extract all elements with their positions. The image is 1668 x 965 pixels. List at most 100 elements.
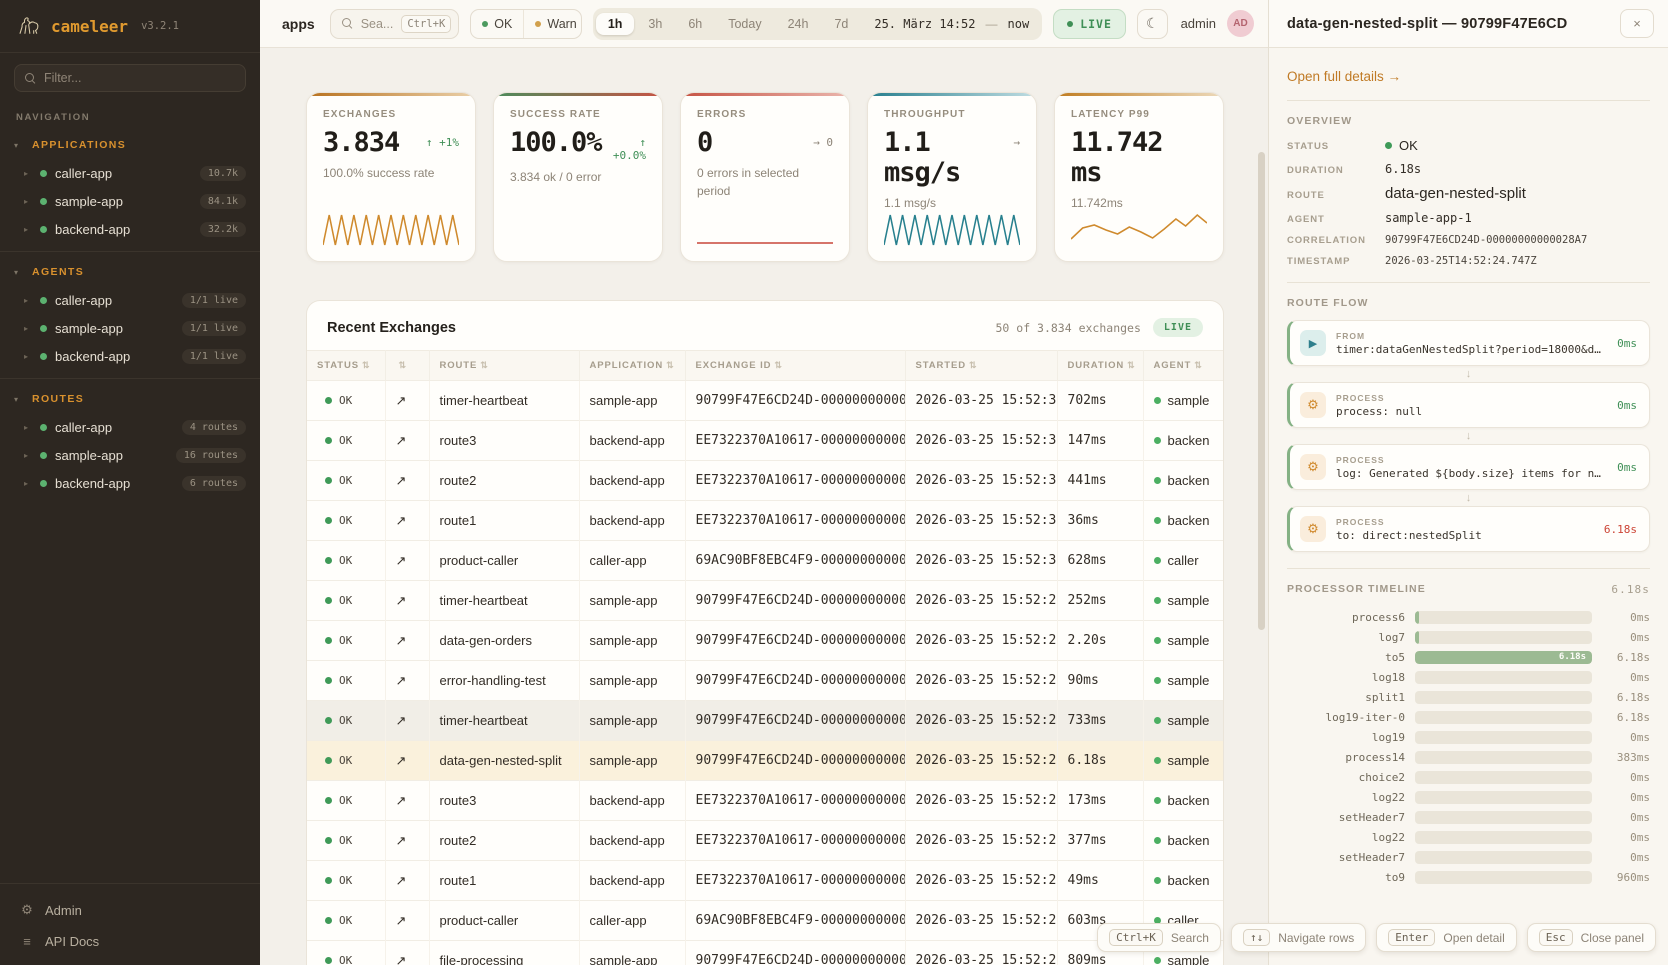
status-filter-warn[interactable]: Warn xyxy=(524,10,580,38)
open-exchange-link[interactable]: ↗ xyxy=(385,580,430,621)
sidebar-item-backend-app[interactable]: ▸ backend-app 1/1 live xyxy=(0,342,260,370)
table-row[interactable]: OK ↗ product-caller caller-app 69AC90BF8EBC4… xyxy=(307,900,1223,941)
timeline-duration: 0ms xyxy=(1630,810,1650,824)
time-range-24h[interactable]: 24h xyxy=(787,16,809,31)
sidebar-item-caller-app[interactable]: ▸ caller-app 1/1 live xyxy=(0,286,260,314)
timeline-row[interactable]: to5 6.18s 6.18s xyxy=(1287,647,1650,667)
stat-card-label: SUCCESS RATE xyxy=(510,109,601,120)
open-exchange-link[interactable]: ↗ xyxy=(385,900,430,941)
global-search[interactable]: Sea... Ctrl+K xyxy=(329,8,460,39)
route-flow-step[interactable]: ⚙ PROCESS to: direct:nestedSplit 6.18s xyxy=(1287,506,1650,552)
column-header-agent[interactable]: AGENT ⇅ xyxy=(1143,350,1223,381)
main-scrollbar-thumb[interactable] xyxy=(1258,152,1265,630)
table-row[interactable]: OK ↗ error-handling-test sample-app 90799F47… xyxy=(307,660,1223,701)
open-exchange-link[interactable]: ↗ xyxy=(385,420,430,461)
route-flow-step[interactable]: ⚙ PROCESS log: Generated ${body.size} item… xyxy=(1287,444,1650,490)
cell-exchange-id: 90799F47E6CD24D-00000000000028B2 xyxy=(685,620,906,661)
column-header-duration[interactable]: DURATION ⇅ xyxy=(1057,350,1144,381)
table-row[interactable]: OK ↗ route1 backend-app EE7322370A10617-0000… xyxy=(307,860,1223,901)
time-range-today[interactable]: Today xyxy=(728,16,762,31)
open-exchange-link[interactable]: ↗ xyxy=(385,500,430,541)
table-row[interactable]: OK ↗ route2 backend-app EE7322370A10617-0000… xyxy=(307,820,1223,861)
open-exchange-link[interactable]: ↗ xyxy=(385,740,430,781)
timeline-row[interactable]: log19 0ms xyxy=(1287,727,1650,747)
table-row[interactable]: OK ↗ timer-heartbeat sample-app 90799F47E6CD… xyxy=(307,380,1223,421)
timeline-row[interactable]: setHeader7 0ms xyxy=(1287,807,1650,827)
timeline-row[interactable]: process6 0ms xyxy=(1287,607,1650,627)
open-exchange-link[interactable]: ↗ xyxy=(385,460,430,501)
table-row[interactable]: OK ↗ route1 backend-app EE7322370A10617-0000… xyxy=(307,500,1223,541)
timeline-row[interactable]: to9 960ms xyxy=(1287,867,1650,887)
open-exchange-link[interactable]: ↗ xyxy=(385,540,430,581)
cell-duration: 2.20s xyxy=(1057,620,1144,661)
open-full-details-link[interactable]: Open full details → xyxy=(1287,69,1402,84)
ok-status-dot xyxy=(325,877,332,884)
open-exchange-link[interactable]: ↗ xyxy=(385,620,430,661)
table-row[interactable]: OK ↗ file-processing sample-app 90799F47E6CD… xyxy=(307,940,1223,965)
time-range-6h[interactable]: 6h xyxy=(688,16,703,31)
table-row[interactable]: OK ↗ timer-heartbeat sample-app 90799F47E6CD… xyxy=(307,580,1223,621)
table-row[interactable]: OK ↗ timer-heartbeat sample-app 90799F47E6CD… xyxy=(307,700,1223,741)
column-header-exchange-id[interactable]: EXCHANGE ID ⇅ xyxy=(685,350,906,381)
table-row[interactable]: OK ↗ route3 backend-app EE7322370A10617-0000… xyxy=(307,420,1223,461)
sidebar-filter-box[interactable] xyxy=(14,64,246,92)
open-exchange-link[interactable]: ↗ xyxy=(385,700,430,741)
column-header-link[interactable]: ⇅ xyxy=(385,350,430,381)
status-filter-ok[interactable]: OK xyxy=(471,9,525,38)
ok-status-dot xyxy=(325,957,332,965)
chevron-right-icon: ▸ xyxy=(24,478,29,488)
sidebar-item-backend-app[interactable]: ▸ backend-app 6 routes xyxy=(0,469,260,497)
column-header-route[interactable]: ROUTE ⇅ xyxy=(429,350,580,381)
timeline-row[interactable]: log22 0ms xyxy=(1287,827,1650,847)
time-range-1h[interactable]: 1h xyxy=(595,12,635,35)
avatar[interactable]: AD xyxy=(1227,10,1254,37)
table-row[interactable]: OK ↗ product-caller caller-app 69AC90BF8EBC4… xyxy=(307,540,1223,581)
open-exchange-link[interactable]: ↗ xyxy=(385,860,430,901)
table-row[interactable]: OK ↗ data-gen-nested-split sample-app 90799F… xyxy=(307,740,1223,781)
sidebar-section-header-agents[interactable]: ▾ AGENTS xyxy=(0,262,260,286)
sidebar-filter-input[interactable] xyxy=(44,71,235,85)
stat-trend-wrap: ↑ +1% xyxy=(426,128,459,149)
open-exchange-link[interactable]: ↗ xyxy=(385,780,430,821)
sidebar-section-header-applications[interactable]: ▾ APPLICATIONS xyxy=(0,135,260,159)
column-header-status[interactable]: STATUS ⇅ xyxy=(307,350,386,381)
theme-toggle-button[interactable]: ☾ xyxy=(1136,8,1168,39)
route-flow-step[interactable]: ⚙ PROCESS process: null 0ms xyxy=(1287,382,1650,428)
time-range-3h[interactable]: 3h xyxy=(648,16,663,31)
timeline-row[interactable]: log7 0ms xyxy=(1287,627,1650,647)
timeline-row[interactable]: log22 0ms xyxy=(1287,787,1650,807)
sidebar-item-sample-app[interactable]: ▸ sample-app 1/1 live xyxy=(0,314,260,342)
sidebar-item-backend-app[interactable]: ▸ backend-app 32.2k xyxy=(0,215,260,243)
live-toggle-button[interactable]: LIVE xyxy=(1053,8,1126,39)
column-header-application[interactable]: APPLICATION ⇅ xyxy=(579,350,686,381)
timeline-row[interactable]: log19-iter-0 6.18s xyxy=(1287,707,1650,727)
sidebar-item-sample-app[interactable]: ▸ sample-app 84.1k xyxy=(0,187,260,215)
sidebar-item-caller-app[interactable]: ▸ caller-app 10.7k xyxy=(0,159,260,187)
open-exchange-link[interactable]: ↗ xyxy=(385,380,430,421)
sidebar-footer-admin[interactable]: ⚙ Admin xyxy=(0,894,260,926)
close-panel-button[interactable]: × xyxy=(1620,9,1654,38)
table-row[interactable]: OK ↗ data-gen-orders sample-app 90799F47E6CD… xyxy=(307,620,1223,661)
sidebar-section-header-routes[interactable]: ▾ ROUTES xyxy=(0,389,260,413)
timeline-row[interactable]: split1 6.18s xyxy=(1287,687,1650,707)
column-header-started[interactable]: STARTED ⇅ xyxy=(905,350,1058,381)
open-exchange-link[interactable]: ↗ xyxy=(385,940,430,965)
timeline-row[interactable]: process14 383ms xyxy=(1287,747,1650,767)
date-range-from[interactable]: 25. März 14:52 xyxy=(874,16,976,31)
open-exchange-link[interactable]: ↗ xyxy=(385,820,430,861)
table-row[interactable]: OK ↗ route2 backend-app EE7322370A10617-0000… xyxy=(307,460,1223,501)
sidebar-footer-api-docs[interactable]: ≡ API Docs xyxy=(0,926,260,957)
agent-value: backen xyxy=(1153,433,1214,448)
sidebar-item-caller-app[interactable]: ▸ caller-app 4 routes xyxy=(0,413,260,441)
cell-duration: 628ms xyxy=(1057,540,1144,581)
sidebar-item-sample-app[interactable]: ▸ sample-app 16 routes xyxy=(0,441,260,469)
open-exchange-link[interactable]: ↗ xyxy=(385,660,430,701)
route-flow-step[interactable]: ▶ FROM timer:dataGenNestedSplit?period=180… xyxy=(1287,320,1650,366)
date-range-to[interactable]: now xyxy=(1007,16,1030,31)
time-range-7d[interactable]: 7d xyxy=(834,16,849,31)
timeline-row[interactable]: choice2 0ms xyxy=(1287,767,1650,787)
table-row[interactable]: OK ↗ route3 backend-app EE7322370A10617-0000… xyxy=(307,780,1223,821)
timeline-row[interactable]: log18 0ms xyxy=(1287,667,1650,687)
cell-exchange-id: EE7322370A10617-0000000000000688 xyxy=(685,820,906,861)
timeline-row[interactable]: setHeader7 0ms xyxy=(1287,847,1650,867)
